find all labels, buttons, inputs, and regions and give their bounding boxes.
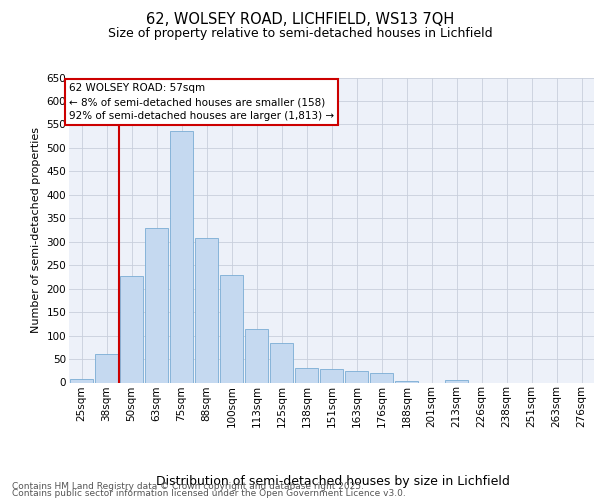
- Bar: [220, 274, 243, 382]
- Text: Distribution of semi-detached houses by size in Lichfield: Distribution of semi-detached houses by …: [156, 474, 510, 488]
- Bar: [395, 380, 418, 382]
- Bar: [120, 276, 143, 382]
- Text: Contains HM Land Registry data © Crown copyright and database right 2025.: Contains HM Land Registry data © Crown c…: [12, 482, 364, 491]
- Bar: [170, 132, 193, 382]
- Bar: [70, 378, 93, 382]
- Bar: [145, 228, 168, 382]
- Bar: [345, 371, 368, 382]
- Bar: [195, 238, 218, 382]
- Bar: [295, 368, 318, 382]
- Text: Size of property relative to semi-detached houses in Lichfield: Size of property relative to semi-detach…: [107, 28, 493, 40]
- Text: Contains public sector information licensed under the Open Government Licence v3: Contains public sector information licen…: [12, 490, 406, 498]
- Bar: [270, 342, 293, 382]
- Text: 62, WOLSEY ROAD, LICHFIELD, WS13 7QH: 62, WOLSEY ROAD, LICHFIELD, WS13 7QH: [146, 12, 454, 28]
- Bar: [370, 373, 393, 382]
- Bar: [445, 380, 468, 382]
- Bar: [95, 354, 118, 382]
- Bar: [320, 370, 343, 382]
- Text: 62 WOLSEY ROAD: 57sqm
← 8% of semi-detached houses are smaller (158)
92% of semi: 62 WOLSEY ROAD: 57sqm ← 8% of semi-detac…: [69, 83, 334, 121]
- Bar: [245, 328, 268, 382]
- Y-axis label: Number of semi-detached properties: Number of semi-detached properties: [31, 127, 41, 333]
